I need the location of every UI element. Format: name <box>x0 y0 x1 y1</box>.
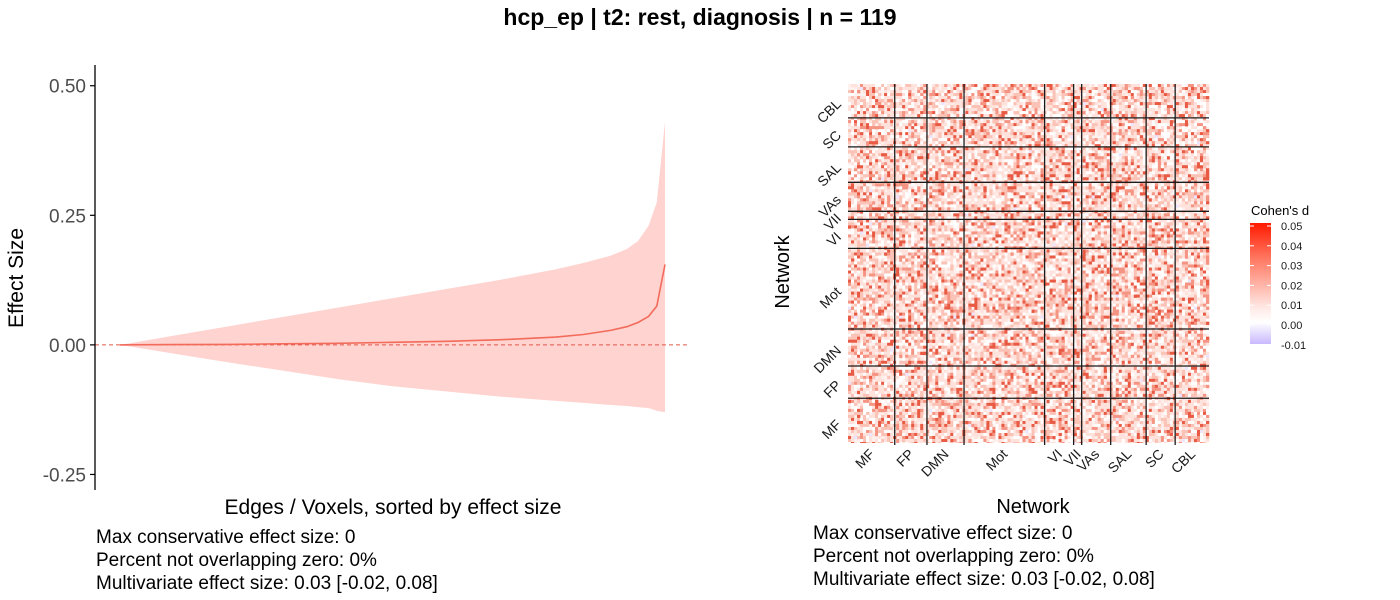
network-dividers <box>848 84 1209 445</box>
y-tick-label: 0.50 <box>49 77 86 98</box>
left-annotation-max: Max conservative effect size: 0 <box>96 527 356 548</box>
legend-tick-label: 0.00 <box>1281 320 1302 332</box>
heatmap-x-tick-label: MF <box>852 446 878 472</box>
y-tick-label: 0.00 <box>49 336 86 357</box>
effect-size-plot: 0.50 0.25 0.00 -0.25 Effect Size Edges / Vo… <box>5 65 690 519</box>
heatmap-y-tick-label: Mot <box>816 283 844 311</box>
legend-tick-labels: 0.05 0.04 0.03 0.02 0.01 0.00 -0.01 <box>1250 221 1306 352</box>
effect-size-line <box>119 264 666 346</box>
legend-tick-label: 0.02 <box>1281 280 1302 292</box>
legend-tick-label: 0.04 <box>1281 241 1302 253</box>
legend-title: Cohen's d <box>1251 203 1309 218</box>
heatmap-x-axis-label: Network <box>996 496 1070 518</box>
right-annotation-max: Max conservative effect size: 0 <box>813 523 1073 544</box>
legend-tick-label: 0.05 <box>1281 221 1302 233</box>
y-tick-label: -0.25 <box>43 465 86 486</box>
left-annotation-multivariate: Multivariate effect size: 0.03 [-0.02, 0… <box>96 573 438 594</box>
y-tick-label: 0.25 <box>49 206 86 227</box>
right-annotations: Max conservative effect size: 0 Percent … <box>813 522 1155 591</box>
x-axis-label: Edges / Voxels, sorted by effect size <box>225 496 562 519</box>
legend-tick-label: 0.03 <box>1281 261 1302 273</box>
right-annotation-percent: Percent not overlapping zero: 0% <box>813 546 1094 567</box>
heatmap-y-tick-label: FP <box>820 377 844 401</box>
figure-title: hcp_ep | t2: rest, diagnosis | n = 119 <box>503 4 897 30</box>
heatmap-y-axis-label: Network <box>772 234 794 308</box>
heatmap-x-tick-label: CBL <box>1168 446 1199 477</box>
heatmap-x-tick-label: SAL <box>1104 446 1134 476</box>
left-annotations: Max conservative effect size: 0 Percent … <box>96 526 438 595</box>
heatmap-x-tick-label: SC <box>1142 446 1167 471</box>
heatmap-x-tick-label: FP <box>893 446 917 470</box>
heatmap-y-tick-label: DMN <box>810 342 844 376</box>
heatmap-y-tick-label: MF <box>819 416 845 442</box>
heatmap-y-tick-label: VI <box>823 229 844 250</box>
legend-tick-label: 0.01 <box>1281 300 1302 312</box>
y-tick-group: 0.50 0.25 0.00 -0.25 <box>43 77 95 486</box>
legend-colorbar <box>1250 223 1271 344</box>
heatmap-y-tick-label: VAs <box>815 192 844 221</box>
right-annotation-multivariate: Multivariate effect size: 0.03 [-0.02, 0… <box>813 569 1155 590</box>
heatmap-y-tick-label: CBL <box>814 96 845 127</box>
legend-tick-label: -0.01 <box>1281 340 1306 352</box>
heatmap-x-tick-label: VAs <box>1074 446 1103 475</box>
heatmap-y-tick-label: SAL <box>814 159 844 189</box>
heatmap-y-tick-label: SC <box>819 127 844 152</box>
confidence-band <box>120 122 665 413</box>
heatmap-x-tick-label: Mot <box>983 446 1011 474</box>
left-annotation-percent: Percent not overlapping zero: 0% <box>96 550 377 571</box>
heatmap-cells <box>848 84 1210 443</box>
y-axis-label: Effect Size <box>5 228 28 328</box>
heatmap-x-tick-label: DMN <box>918 446 952 480</box>
